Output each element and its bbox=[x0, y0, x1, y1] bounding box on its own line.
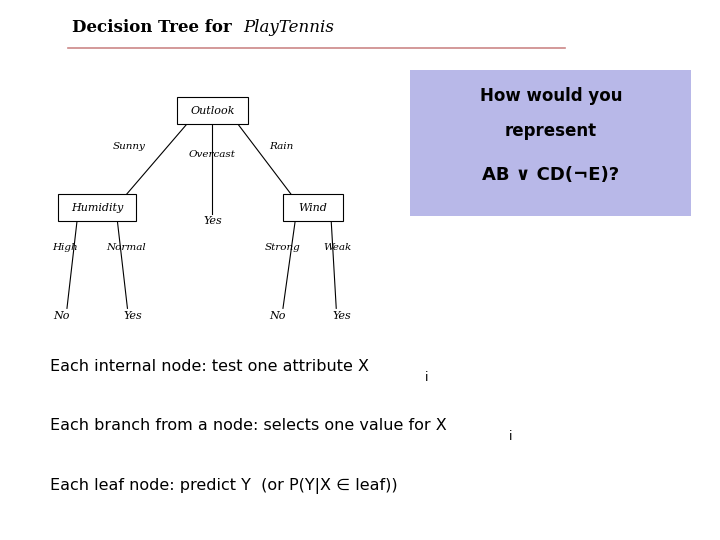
Text: How would you: How would you bbox=[480, 87, 622, 105]
Text: i: i bbox=[425, 371, 428, 384]
Text: High: High bbox=[52, 243, 78, 252]
Text: No: No bbox=[269, 311, 285, 321]
FancyBboxPatch shape bbox=[177, 97, 248, 124]
Text: Strong: Strong bbox=[265, 243, 301, 252]
Text: Overcast: Overcast bbox=[189, 150, 236, 159]
Text: No: No bbox=[53, 311, 69, 321]
Text: Humidity: Humidity bbox=[71, 203, 123, 213]
Text: Each leaf node: predict Y  (or P(Y|X ∈ leaf)): Each leaf node: predict Y (or P(Y|X ∈ le… bbox=[50, 478, 398, 494]
Text: Yes: Yes bbox=[124, 311, 143, 321]
Text: Rain: Rain bbox=[269, 143, 293, 151]
Text: Each internal node: test one attribute X: Each internal node: test one attribute X bbox=[50, 359, 369, 374]
Text: i: i bbox=[509, 430, 513, 443]
Text: Weak: Weak bbox=[323, 243, 351, 252]
Text: Normal: Normal bbox=[106, 243, 146, 252]
Text: Sunny: Sunny bbox=[113, 143, 146, 151]
Text: PlayTennis: PlayTennis bbox=[243, 19, 334, 36]
FancyBboxPatch shape bbox=[58, 194, 137, 221]
Text: Decision Tree for: Decision Tree for bbox=[72, 19, 238, 36]
Text: Yes: Yes bbox=[203, 217, 222, 226]
FancyBboxPatch shape bbox=[283, 194, 343, 221]
Text: Yes: Yes bbox=[333, 311, 351, 321]
FancyBboxPatch shape bbox=[410, 70, 691, 216]
Text: Wind: Wind bbox=[299, 203, 328, 213]
Text: Each branch from a node: selects one value for X: Each branch from a node: selects one val… bbox=[50, 418, 447, 434]
Text: Outlook: Outlook bbox=[190, 106, 235, 116]
Text: AB ∨ CD(¬E)?: AB ∨ CD(¬E)? bbox=[482, 166, 619, 184]
Text: represent: represent bbox=[505, 123, 597, 140]
